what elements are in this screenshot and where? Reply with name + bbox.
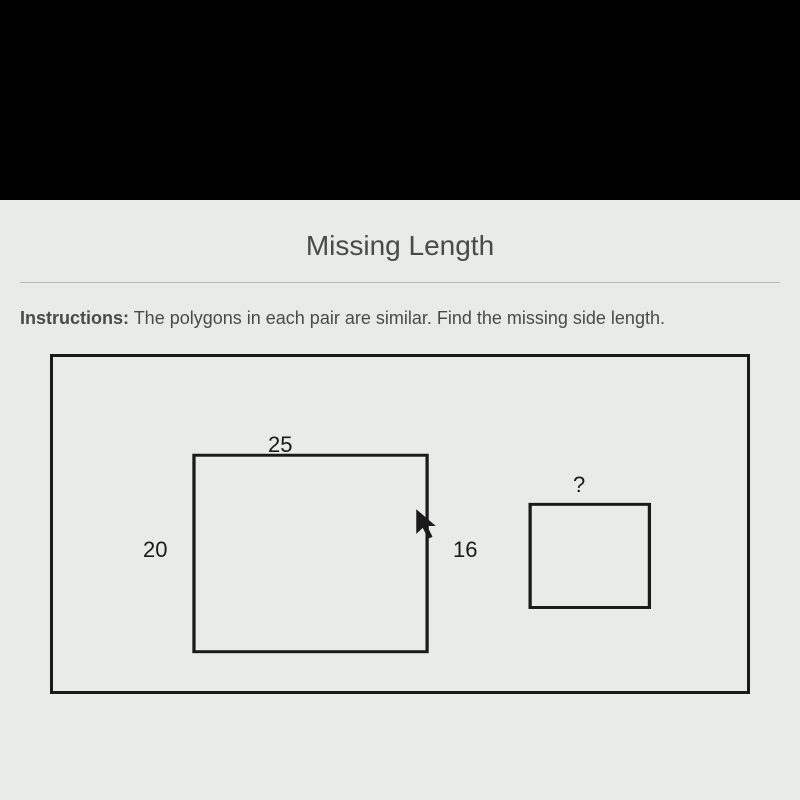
large-rect-top-label: 25 [268,432,292,458]
diagram-container: 25 20 ? 16 [50,354,750,694]
instructions-label: Instructions: [20,308,129,328]
diagram-svg [53,357,747,691]
small-rect-left-label: 16 [453,537,477,563]
small-rectangle [530,504,649,607]
top-black-bar [0,0,800,200]
instructions-text: Instructions: The polygons in each pair … [20,308,780,329]
large-rect-left-label: 20 [143,537,167,563]
content-area: Missing Length Instructions: The polygon… [0,200,800,714]
large-rectangle [194,455,427,651]
instructions-body: The polygons in each pair are similar. F… [129,308,665,328]
small-rect-top-label: ? [573,472,585,498]
page-title: Missing Length [20,230,780,283]
